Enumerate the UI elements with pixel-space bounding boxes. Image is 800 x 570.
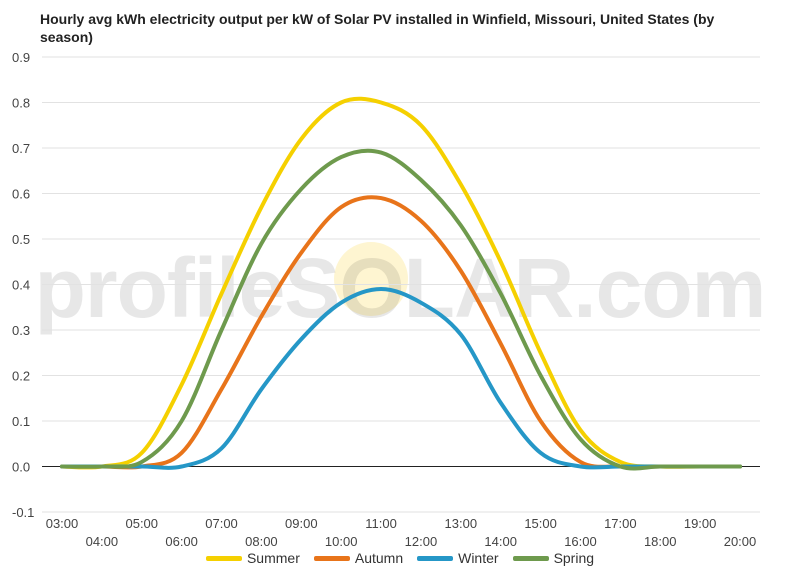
x-tick-label: 06:00 <box>165 534 198 549</box>
legend-item-summer[interactable]: Summer <box>205 550 300 566</box>
x-tick-label: 20:00 <box>724 534 757 549</box>
x-tick-label: 08:00 <box>245 534 278 549</box>
legend-label: Summer <box>246 550 300 566</box>
x-tick-label: 17:00 <box>604 516 637 531</box>
x-tick-label: 16:00 <box>564 534 597 549</box>
x-tick-label: 14:00 <box>484 534 517 549</box>
y-tick-label: 0.1 <box>12 414 30 429</box>
series-line-summer <box>60 96 742 470</box>
legend-item-autumn[interactable]: Autumn <box>313 550 404 566</box>
x-tick-label: 05:00 <box>125 516 158 531</box>
series-line-autumn <box>60 195 742 470</box>
legend-item-spring[interactable]: Spring <box>512 550 595 566</box>
series-line-spring <box>60 148 742 471</box>
watermark-sun-icon <box>334 242 408 316</box>
y-tick-label: 0.0 <box>12 460 30 475</box>
legend-swatch <box>417 555 454 561</box>
legend-label: Autumn <box>354 550 404 566</box>
legend-item-winter[interactable]: Winter <box>417 550 499 566</box>
legend-swatch <box>512 555 549 561</box>
y-tick-label: 0.2 <box>12 369 30 384</box>
series-line-winter <box>60 287 742 470</box>
y-tick-label: -0.1 <box>12 505 34 520</box>
legend-label: Winter <box>458 550 499 566</box>
legend-swatch <box>205 555 242 561</box>
legend-swatch <box>313 555 350 561</box>
x-tick-label: 19:00 <box>684 516 717 531</box>
y-tick-label: 0.8 <box>12 96 30 111</box>
chart-title: Hourly avg kWh electricity output per kW… <box>40 11 715 45</box>
x-tick-label: 13:00 <box>445 516 478 531</box>
x-tick-label: 15:00 <box>524 516 557 531</box>
y-tick-label: 0.6 <box>12 187 30 202</box>
y-tick-label: 0.3 <box>12 323 30 338</box>
legend-label: Spring <box>553 550 595 566</box>
x-tick-label: 12:00 <box>405 534 438 549</box>
y-tick-label: 0.9 <box>12 50 30 65</box>
x-tick-label: 04:00 <box>86 534 119 549</box>
chart-legend: Summer Autumn Winter Spring <box>0 550 800 566</box>
y-tick-label: 0.5 <box>12 232 30 247</box>
x-tick-label: 10:00 <box>325 534 358 549</box>
x-tick-label: 07:00 <box>205 516 238 531</box>
watermark: profileSOLAR.com <box>34 241 767 335</box>
x-tick-label: 18:00 <box>644 534 677 549</box>
x-tick-label: 03:00 <box>46 516 79 531</box>
y-tick-label: 0.7 <box>12 141 30 156</box>
x-tick-label: 09:00 <box>285 516 318 531</box>
y-tick-label: 0.4 <box>12 278 30 293</box>
x-tick-label: 11:00 <box>365 516 397 531</box>
